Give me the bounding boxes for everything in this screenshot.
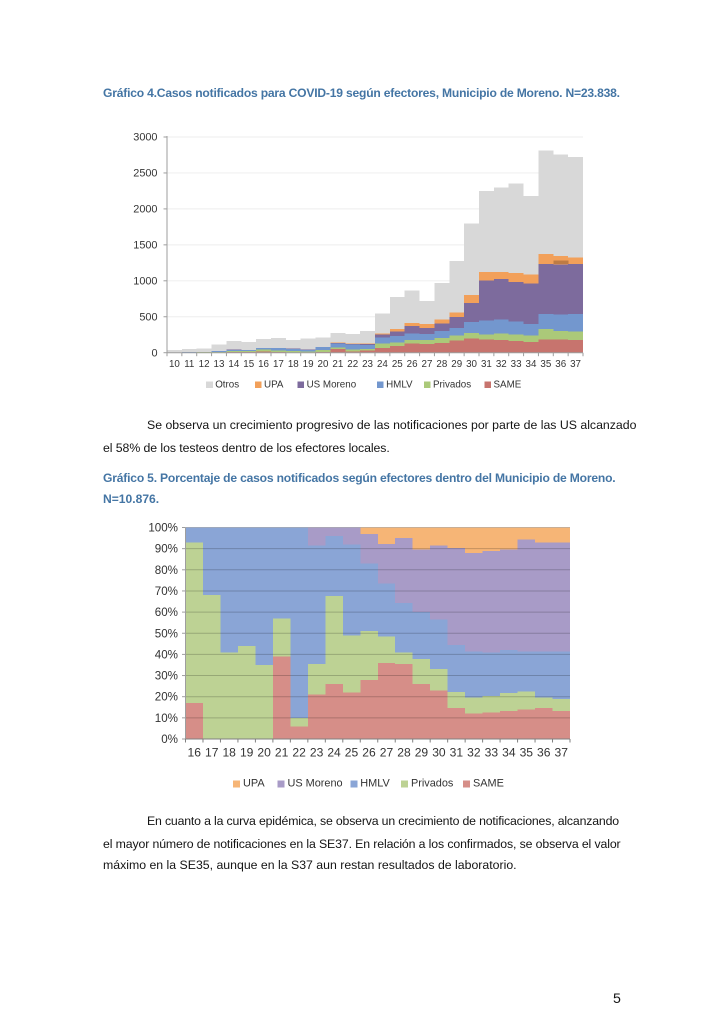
- svg-text:100%: 100%: [148, 522, 178, 535]
- svg-text:32: 32: [496, 359, 507, 370]
- svg-text:80%: 80%: [155, 564, 178, 577]
- svg-text:25: 25: [392, 359, 403, 370]
- svg-text:22: 22: [347, 359, 358, 370]
- svg-text:36: 36: [555, 359, 566, 370]
- svg-text:29: 29: [415, 746, 429, 760]
- svg-text:0%: 0%: [161, 733, 178, 746]
- svg-text:30: 30: [432, 746, 446, 760]
- svg-text:19: 19: [240, 746, 254, 760]
- svg-text:2500: 2500: [133, 168, 157, 180]
- svg-text:25: 25: [345, 746, 359, 760]
- svg-text:36: 36: [537, 746, 551, 760]
- svg-text:21: 21: [332, 359, 343, 370]
- svg-text:500: 500: [139, 311, 157, 323]
- svg-text:17: 17: [273, 359, 284, 370]
- svg-text:31: 31: [481, 359, 492, 370]
- svg-text:14: 14: [228, 359, 239, 370]
- svg-text:35: 35: [540, 359, 551, 370]
- svg-text:23: 23: [362, 359, 373, 370]
- svg-text:34: 34: [526, 359, 537, 370]
- svg-text:23: 23: [310, 746, 324, 760]
- svg-text:11: 11: [184, 359, 194, 370]
- svg-text:10: 10: [169, 359, 180, 370]
- svg-text:24: 24: [377, 359, 388, 370]
- svg-text:Privados: Privados: [433, 380, 471, 391]
- svg-text:26: 26: [407, 359, 418, 370]
- svg-text:34: 34: [502, 746, 516, 760]
- svg-text:26: 26: [362, 746, 376, 760]
- svg-text:22: 22: [292, 746, 306, 760]
- svg-text:18: 18: [288, 359, 299, 370]
- svg-text:29: 29: [451, 359, 462, 370]
- svg-text:16: 16: [258, 359, 269, 370]
- svg-text:30%: 30%: [155, 670, 178, 683]
- svg-text:18: 18: [222, 746, 236, 760]
- svg-text:SAME: SAME: [473, 778, 504, 790]
- svg-text:US Moreno: US Moreno: [288, 778, 343, 790]
- svg-text:1000: 1000: [133, 275, 157, 287]
- svg-text:60%: 60%: [155, 606, 178, 619]
- svg-text:13: 13: [214, 359, 225, 370]
- svg-text:15: 15: [243, 359, 254, 370]
- svg-text:20: 20: [257, 746, 271, 760]
- svg-text:28: 28: [436, 359, 447, 370]
- svg-text:0: 0: [151, 347, 157, 359]
- svg-text:70%: 70%: [155, 585, 178, 598]
- svg-text:37: 37: [570, 359, 581, 370]
- svg-text:31: 31: [450, 746, 464, 760]
- svg-text:2000: 2000: [133, 204, 157, 216]
- svg-text:19: 19: [303, 359, 314, 370]
- svg-text:90%: 90%: [155, 543, 178, 556]
- svg-text:Privados: Privados: [411, 778, 454, 790]
- svg-text:30: 30: [466, 359, 477, 370]
- svg-text:37: 37: [555, 746, 569, 760]
- svg-text:35: 35: [520, 746, 534, 760]
- svg-text:50%: 50%: [155, 627, 178, 640]
- svg-text:US Moreno: US Moreno: [307, 380, 357, 391]
- svg-text:12: 12: [199, 359, 210, 370]
- svg-text:3000: 3000: [133, 132, 157, 144]
- svg-text:33: 33: [511, 359, 522, 370]
- svg-text:40%: 40%: [155, 648, 178, 661]
- svg-text:32: 32: [467, 746, 481, 760]
- svg-text:27: 27: [380, 746, 394, 760]
- svg-text:SAME: SAME: [494, 380, 522, 391]
- svg-text:20%: 20%: [155, 691, 178, 704]
- svg-text:10%: 10%: [155, 712, 178, 725]
- svg-text:20: 20: [318, 359, 329, 370]
- svg-text:33: 33: [485, 746, 499, 760]
- svg-text:UPA: UPA: [264, 380, 284, 391]
- svg-text:17: 17: [205, 746, 219, 760]
- svg-text:27: 27: [422, 359, 433, 370]
- svg-text:28: 28: [397, 746, 411, 760]
- svg-text:HMLV: HMLV: [360, 778, 390, 790]
- svg-text:1500: 1500: [133, 239, 157, 251]
- svg-text:UPA: UPA: [243, 778, 265, 790]
- svg-text:24: 24: [327, 746, 341, 760]
- svg-text:16: 16: [188, 746, 202, 760]
- svg-text:21: 21: [275, 746, 289, 760]
- svg-text:HMLV: HMLV: [386, 380, 413, 391]
- svg-text:Otros: Otros: [215, 380, 239, 391]
